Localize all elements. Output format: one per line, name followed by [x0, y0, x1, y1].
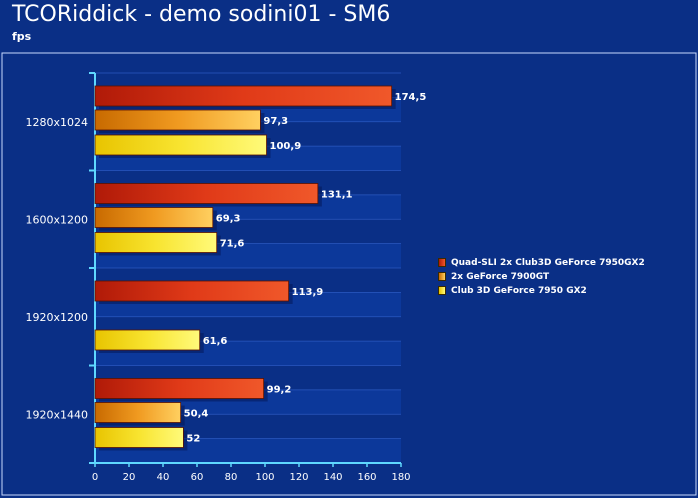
data-label: 71,6: [220, 239, 245, 250]
bar: [94, 280, 290, 302]
x-tick-label: 60: [191, 472, 204, 483]
x-tick-label: 80: [225, 472, 238, 483]
y-tick-label: 1920x1440: [26, 408, 89, 421]
x-tick-label: 180: [391, 472, 410, 483]
data-label: 61,6: [203, 336, 228, 347]
legend-item-7950gx2: Club 3D GeForce 7950 GX2: [438, 284, 645, 297]
chart-subtitle: fps: [12, 30, 32, 43]
legend-swatch-7900gt: [438, 272, 446, 281]
legend-label-quad-sli: Quad-SLI 2x Club3D GeForce 7950GX2: [451, 257, 645, 268]
legend-item-quad-sli: Quad-SLI 2x Club3D GeForce 7950GX2: [438, 256, 645, 269]
chart-legend: Quad-SLI 2x Club3D GeForce 7950GX2 2x Ge…: [438, 256, 645, 298]
x-tick-label: 160: [357, 472, 376, 483]
x-tick-label: 140: [323, 472, 342, 483]
chart-title: TCORiddick - demo sodini01 - SM6: [12, 2, 391, 27]
bar: [94, 329, 201, 351]
data-label: 52: [186, 434, 200, 445]
legend-label-7900gt: 2x GeForce 7900GT: [451, 271, 550, 282]
bar: [94, 85, 393, 107]
y-tick-label: 1600x1200: [26, 213, 89, 226]
x-tick-label: 40: [157, 472, 170, 483]
plot-frame: [1, 52, 697, 496]
bar: [94, 232, 218, 253]
data-label: 100,9: [270, 141, 302, 152]
bar: [94, 207, 214, 228]
data-label: 131,1: [321, 190, 353, 201]
data-label: 97,3: [263, 116, 288, 127]
data-label: 174,5: [395, 92, 427, 103]
bar: [94, 109, 261, 131]
data-label: 113,9: [292, 287, 324, 298]
x-tick-label: 100: [255, 472, 274, 483]
bar: [94, 402, 182, 423]
legend-swatch-quad-sli: [438, 258, 446, 267]
data-label: 69,3: [216, 214, 241, 225]
bar: [94, 134, 267, 156]
data-label: 50,4: [184, 409, 209, 420]
x-tick-label: 120: [289, 472, 308, 483]
x-tick-label: 20: [123, 472, 136, 483]
x-tick-label: 0: [92, 472, 98, 483]
bar: [94, 183, 319, 204]
data-label: 99,2: [267, 385, 292, 396]
legend-item-7900gt: 2x GeForce 7900GT: [438, 270, 645, 283]
y-tick-label: 1280x1024: [26, 116, 89, 129]
y-tick-label: 1920x1200: [26, 311, 89, 324]
bar: [94, 378, 265, 399]
bar: [94, 427, 184, 448]
legend-swatch-7950gx2: [438, 286, 446, 295]
legend-label-7950gx2: Club 3D GeForce 7950 GX2: [451, 285, 587, 296]
